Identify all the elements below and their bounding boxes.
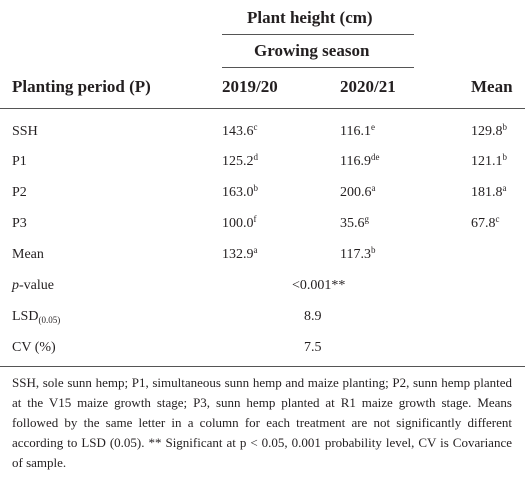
row-label: P1 — [12, 154, 27, 169]
cell-2020: 35.6g — [340, 214, 369, 231]
bottom-rule — [0, 366, 525, 367]
cell-mean: 67.8c — [471, 214, 500, 231]
cv-value: 7.5 — [304, 340, 322, 355]
cell-2019: 125.2d — [222, 152, 258, 169]
lsd-value: 8.9 — [304, 309, 322, 324]
cell-mean: 121.1b — [471, 152, 507, 169]
row-label: P2 — [12, 185, 27, 200]
row-header: Planting period (P) — [12, 77, 151, 96]
cell-2019: 100.0f — [222, 214, 257, 231]
cell-2020: 116.1e — [340, 122, 375, 139]
subgroup-rule — [222, 67, 414, 68]
cell-2020: 117.3b — [340, 245, 376, 262]
cell-mean: 181.8a — [471, 183, 507, 200]
pvalue-label: p-value — [12, 278, 54, 293]
cell-2020: 116.9de — [340, 152, 380, 169]
pvalue-value: <0.001** — [292, 278, 346, 293]
col-header-2020: 2020/21 — [340, 77, 396, 96]
cell-mean: 129.8b — [471, 122, 507, 139]
row-label: Mean — [12, 247, 44, 262]
col-header-mean: Mean — [471, 77, 513, 96]
row-label: P3 — [12, 216, 27, 231]
col-header-2019: 2019/20 — [222, 77, 278, 96]
cell-2020: 200.6a — [340, 183, 376, 200]
cell-2019: 143.6c — [222, 122, 258, 139]
header-rule — [0, 108, 525, 109]
cell-2019: 132.9a — [222, 245, 258, 262]
cell-2019: 163.0b — [222, 183, 258, 200]
table-footnote: SSH, sole sunn hemp; P1, simultaneous su… — [12, 375, 512, 470]
row-label: SSH — [12, 124, 38, 139]
subgroup-title: Growing season — [254, 41, 370, 60]
cv-label: CV (%) — [12, 340, 56, 355]
group-title: Plant height (cm) — [247, 8, 373, 27]
group-rule — [222, 34, 414, 35]
lsd-label: LSD(0.05) — [12, 309, 61, 325]
